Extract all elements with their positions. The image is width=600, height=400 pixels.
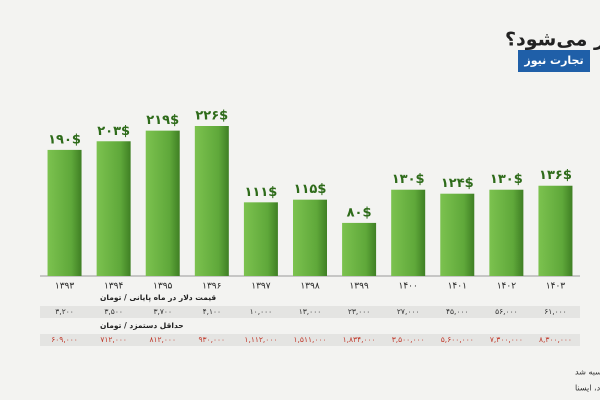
- row-value: ۱,۱۱۲,۰۰۰: [244, 335, 277, 344]
- row-value: ۸۱۲,۰۰۰: [149, 335, 176, 344]
- value-label: ۱۹۰$: [48, 132, 81, 147]
- bar: [293, 199, 327, 276]
- bar: [342, 222, 377, 276]
- row-value: ۳,۵۰۰: [104, 307, 123, 316]
- logo-box: [518, 50, 590, 72]
- row-value: ۳,۷۰۰: [153, 307, 172, 316]
- x-tick-label: ۱۳۹۳: [55, 282, 75, 292]
- bar: [391, 189, 426, 276]
- bar: [194, 126, 229, 276]
- bar: [243, 202, 278, 276]
- row-value: ۷,۳۰۰,۰۰۰: [490, 335, 523, 344]
- row-band: [40, 306, 580, 318]
- value-label: ۸۰$: [347, 205, 372, 220]
- value-label: ۱۱۵$: [294, 182, 327, 197]
- value-label: ۲۱۹$: [146, 113, 179, 128]
- row-label: حداقل دستمزد / تومان: [100, 321, 184, 330]
- value-label: ۱۲۴$: [441, 176, 474, 191]
- x-tick-label: ۱۳۹۵: [153, 282, 173, 292]
- value-label: ۱۱۱$: [244, 185, 277, 200]
- row-band: [40, 334, 580, 346]
- row-value: ۵,۶۰۰,۰۰۰: [441, 335, 474, 344]
- row-value: ۸,۳۰۰,۰۰۰: [539, 335, 572, 344]
- value-label: ۱۳۰$: [490, 172, 523, 187]
- bar: [96, 141, 131, 276]
- row-value: ۳,۵۰۰,۰۰۰: [392, 335, 425, 344]
- value-label: ۲۰۳$: [97, 124, 130, 139]
- row-value: ۱,۵۱۱,۰۰۰: [294, 335, 327, 344]
- row-value: ۵۶,۰۰۰: [495, 307, 518, 316]
- x-tick-label: ۱۴۰۰: [399, 282, 418, 292]
- row-value: ۳,۲۰۰: [55, 307, 74, 316]
- bar: [489, 189, 524, 276]
- x-tick-label: ۱۳۹۴: [104, 282, 124, 292]
- row-value: ۲۳,۰۰۰: [348, 307, 371, 316]
- bar: [47, 149, 82, 276]
- x-tick-label: ۱۴۰۳: [546, 282, 566, 292]
- row-value: ۷۱۲,۰۰۰: [100, 335, 127, 344]
- row-value: ۴,۱۰۰: [203, 307, 222, 316]
- value-label: ۲۲۶$: [195, 109, 228, 124]
- row-value: ۴۵,۰۰۰: [446, 307, 469, 316]
- row-value: ۲۷,۰۰۰: [397, 307, 420, 316]
- row-value: ۹۳۰,۰۰۰: [199, 335, 226, 344]
- x-tick-label: ۱۳۹۶: [202, 282, 222, 292]
- x-tick-label: ۱۴۰۱: [448, 282, 467, 292]
- value-label: ۱۳۰$: [392, 172, 425, 187]
- row-value: ۱,۸۳۴,۰۰۰: [343, 335, 376, 344]
- x-tick-label: ۱۳۹۸: [300, 282, 320, 292]
- x-tick-label: ۱۳۹۹: [349, 282, 369, 292]
- source: منابع: بانک مرکزی، وزارت اقتصاد، ایسنا: [575, 384, 600, 393]
- row-value: ۱۳,۰۰۰: [299, 307, 322, 316]
- x-tick-label: ۱۳۹۷: [251, 282, 271, 292]
- row-label: قیمت دلار در ماه پایانی / تومان: [100, 293, 216, 302]
- row-value: ۶۰۹,۰۰۰: [51, 335, 78, 344]
- row-value: ۱۰,۰۰۰: [250, 307, 273, 316]
- logo: تجارت نیوز: [523, 54, 583, 67]
- footnote: قیمت دلار سال ۱۴۰۳، براساس بیشترین قیمت …: [575, 368, 600, 377]
- value-label: ۱۳۶$: [539, 168, 572, 183]
- bar: [440, 193, 475, 276]
- bar: [538, 185, 573, 276]
- x-tick-label: ۱۴۰۲: [497, 282, 517, 292]
- chart-title: حداقل حقوق کارگر ایرانی به دلار چقدر می‌…: [505, 28, 600, 51]
- bar: [145, 130, 180, 276]
- row-value: ۶۱,۰۰۰: [544, 307, 567, 316]
